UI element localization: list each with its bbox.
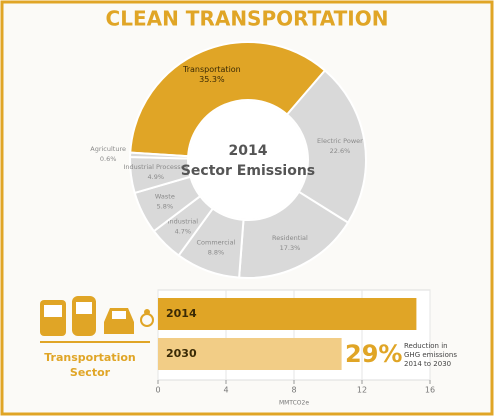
- donut-segment: [129, 151, 190, 160]
- segment-label: Transportation: [182, 65, 241, 74]
- segment-value-label: 17.3%: [280, 244, 301, 252]
- bar: [158, 298, 417, 330]
- segment-label: Waste: [155, 193, 175, 201]
- x-tick-label: 16: [425, 386, 435, 395]
- segment-label: Residential: [272, 234, 308, 242]
- segment-value-label: 35.3%: [199, 75, 225, 84]
- segment-label: Industrial: [168, 217, 199, 225]
- annotation-note: GHG emissions: [404, 351, 457, 359]
- bar-label: 2030: [166, 347, 197, 360]
- page-title: CLEAN TRANSPORTATION: [106, 7, 389, 31]
- segment-value-label: 5.8%: [157, 203, 174, 211]
- annotation-note: Reduction in: [404, 342, 448, 350]
- segment-value-label: 4.7%: [175, 227, 192, 235]
- segment-value-label: 4.9%: [148, 173, 165, 181]
- x-axis-label: MMTCO2e: [279, 400, 309, 407]
- x-tick-label: 4: [223, 386, 228, 395]
- segment-label: Commercial: [197, 238, 236, 246]
- bar-label: 2014: [166, 307, 197, 320]
- center-text: 2014: [229, 143, 268, 159]
- donut-segment: [129, 41, 327, 158]
- x-tick-label: 12: [357, 386, 367, 395]
- segment-value-label: 0.6%: [100, 155, 117, 163]
- annotation: 29%: [345, 340, 402, 368]
- x-tick-label: 0: [155, 386, 160, 395]
- side-label: Transportation: [44, 351, 135, 364]
- segment-label: Agriculture: [90, 145, 126, 153]
- center-text: Sector Emissions: [181, 163, 315, 179]
- side-label: Sector: [70, 366, 111, 379]
- vehicle-icons: [40, 296, 154, 336]
- segment-label: Electric Power: [317, 137, 363, 145]
- annotation-note: 2014 to 2030: [404, 360, 451, 368]
- segment-value-label: 22.6%: [330, 147, 351, 155]
- x-tick-label: 8: [291, 386, 296, 395]
- bar: [158, 338, 342, 370]
- segment-value-label: 8.8%: [208, 248, 225, 256]
- donut-hole: [189, 101, 307, 219]
- donut-segment: [285, 69, 367, 224]
- segment-label: Industrial Processes: [123, 163, 188, 171]
